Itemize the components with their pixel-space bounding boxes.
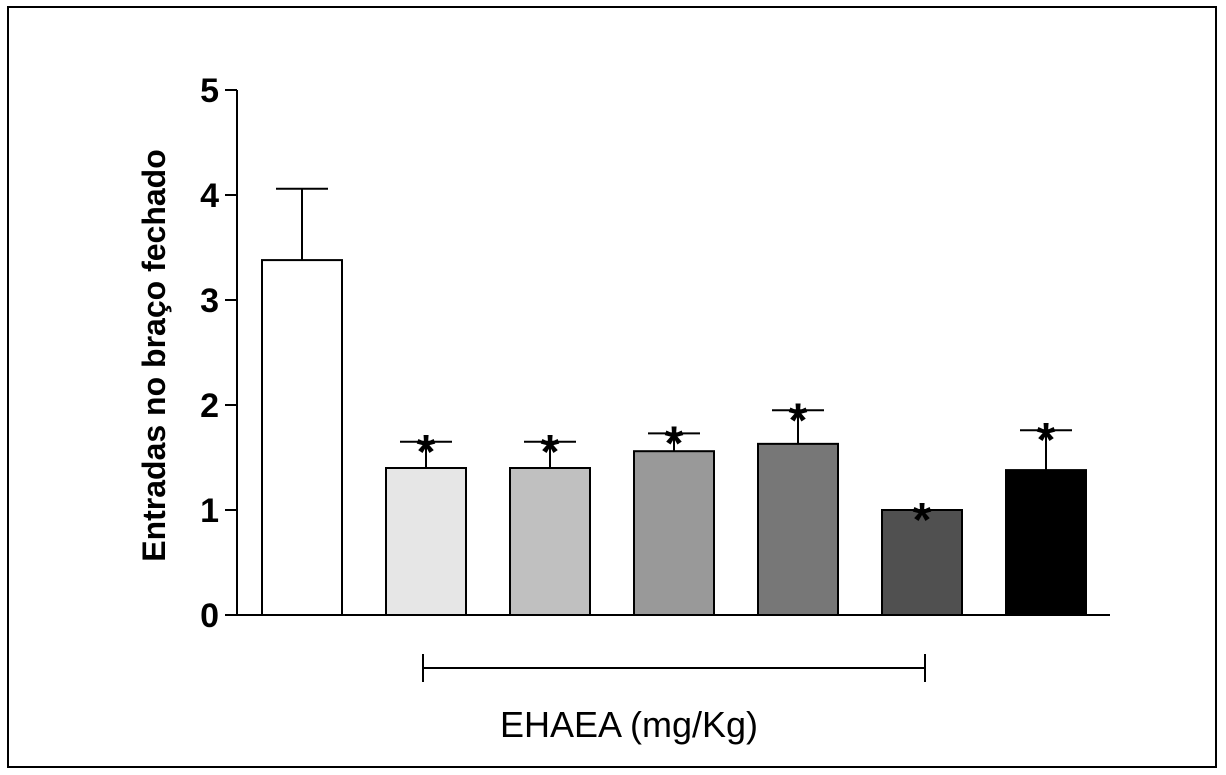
significance-marker: * [789,394,808,447]
bar [385,467,467,616]
significance-marker: * [417,426,436,479]
bar [509,467,591,616]
y-tick-label: 5 [200,72,219,110]
bar [261,259,343,616]
significance-marker: * [913,494,932,547]
y-tick-label: 1 [200,492,219,530]
bar [633,450,715,617]
bracket-label: EHAEA (mg/Kg) [500,704,758,745]
significance-marker: * [665,417,684,470]
bar [881,509,963,616]
bars: * * * * * * [261,187,1087,617]
significance-marker: * [1037,414,1056,467]
chart-frame [7,6,1217,768]
y-tick-label: 0 [200,597,219,635]
significance-marker: * [541,426,560,479]
group-bracket: EHAEA (mg/Kg) [422,654,926,745]
bar [757,442,839,616]
y-tick-label: 4 [200,177,219,215]
y-axis-label: Entradas no braço fechado [136,149,172,562]
y-ticks: 0 1 2 3 4 5 [200,72,237,635]
bar [1005,469,1087,616]
y-tick-label: 3 [200,282,219,320]
y-tick-label: 2 [200,387,219,425]
